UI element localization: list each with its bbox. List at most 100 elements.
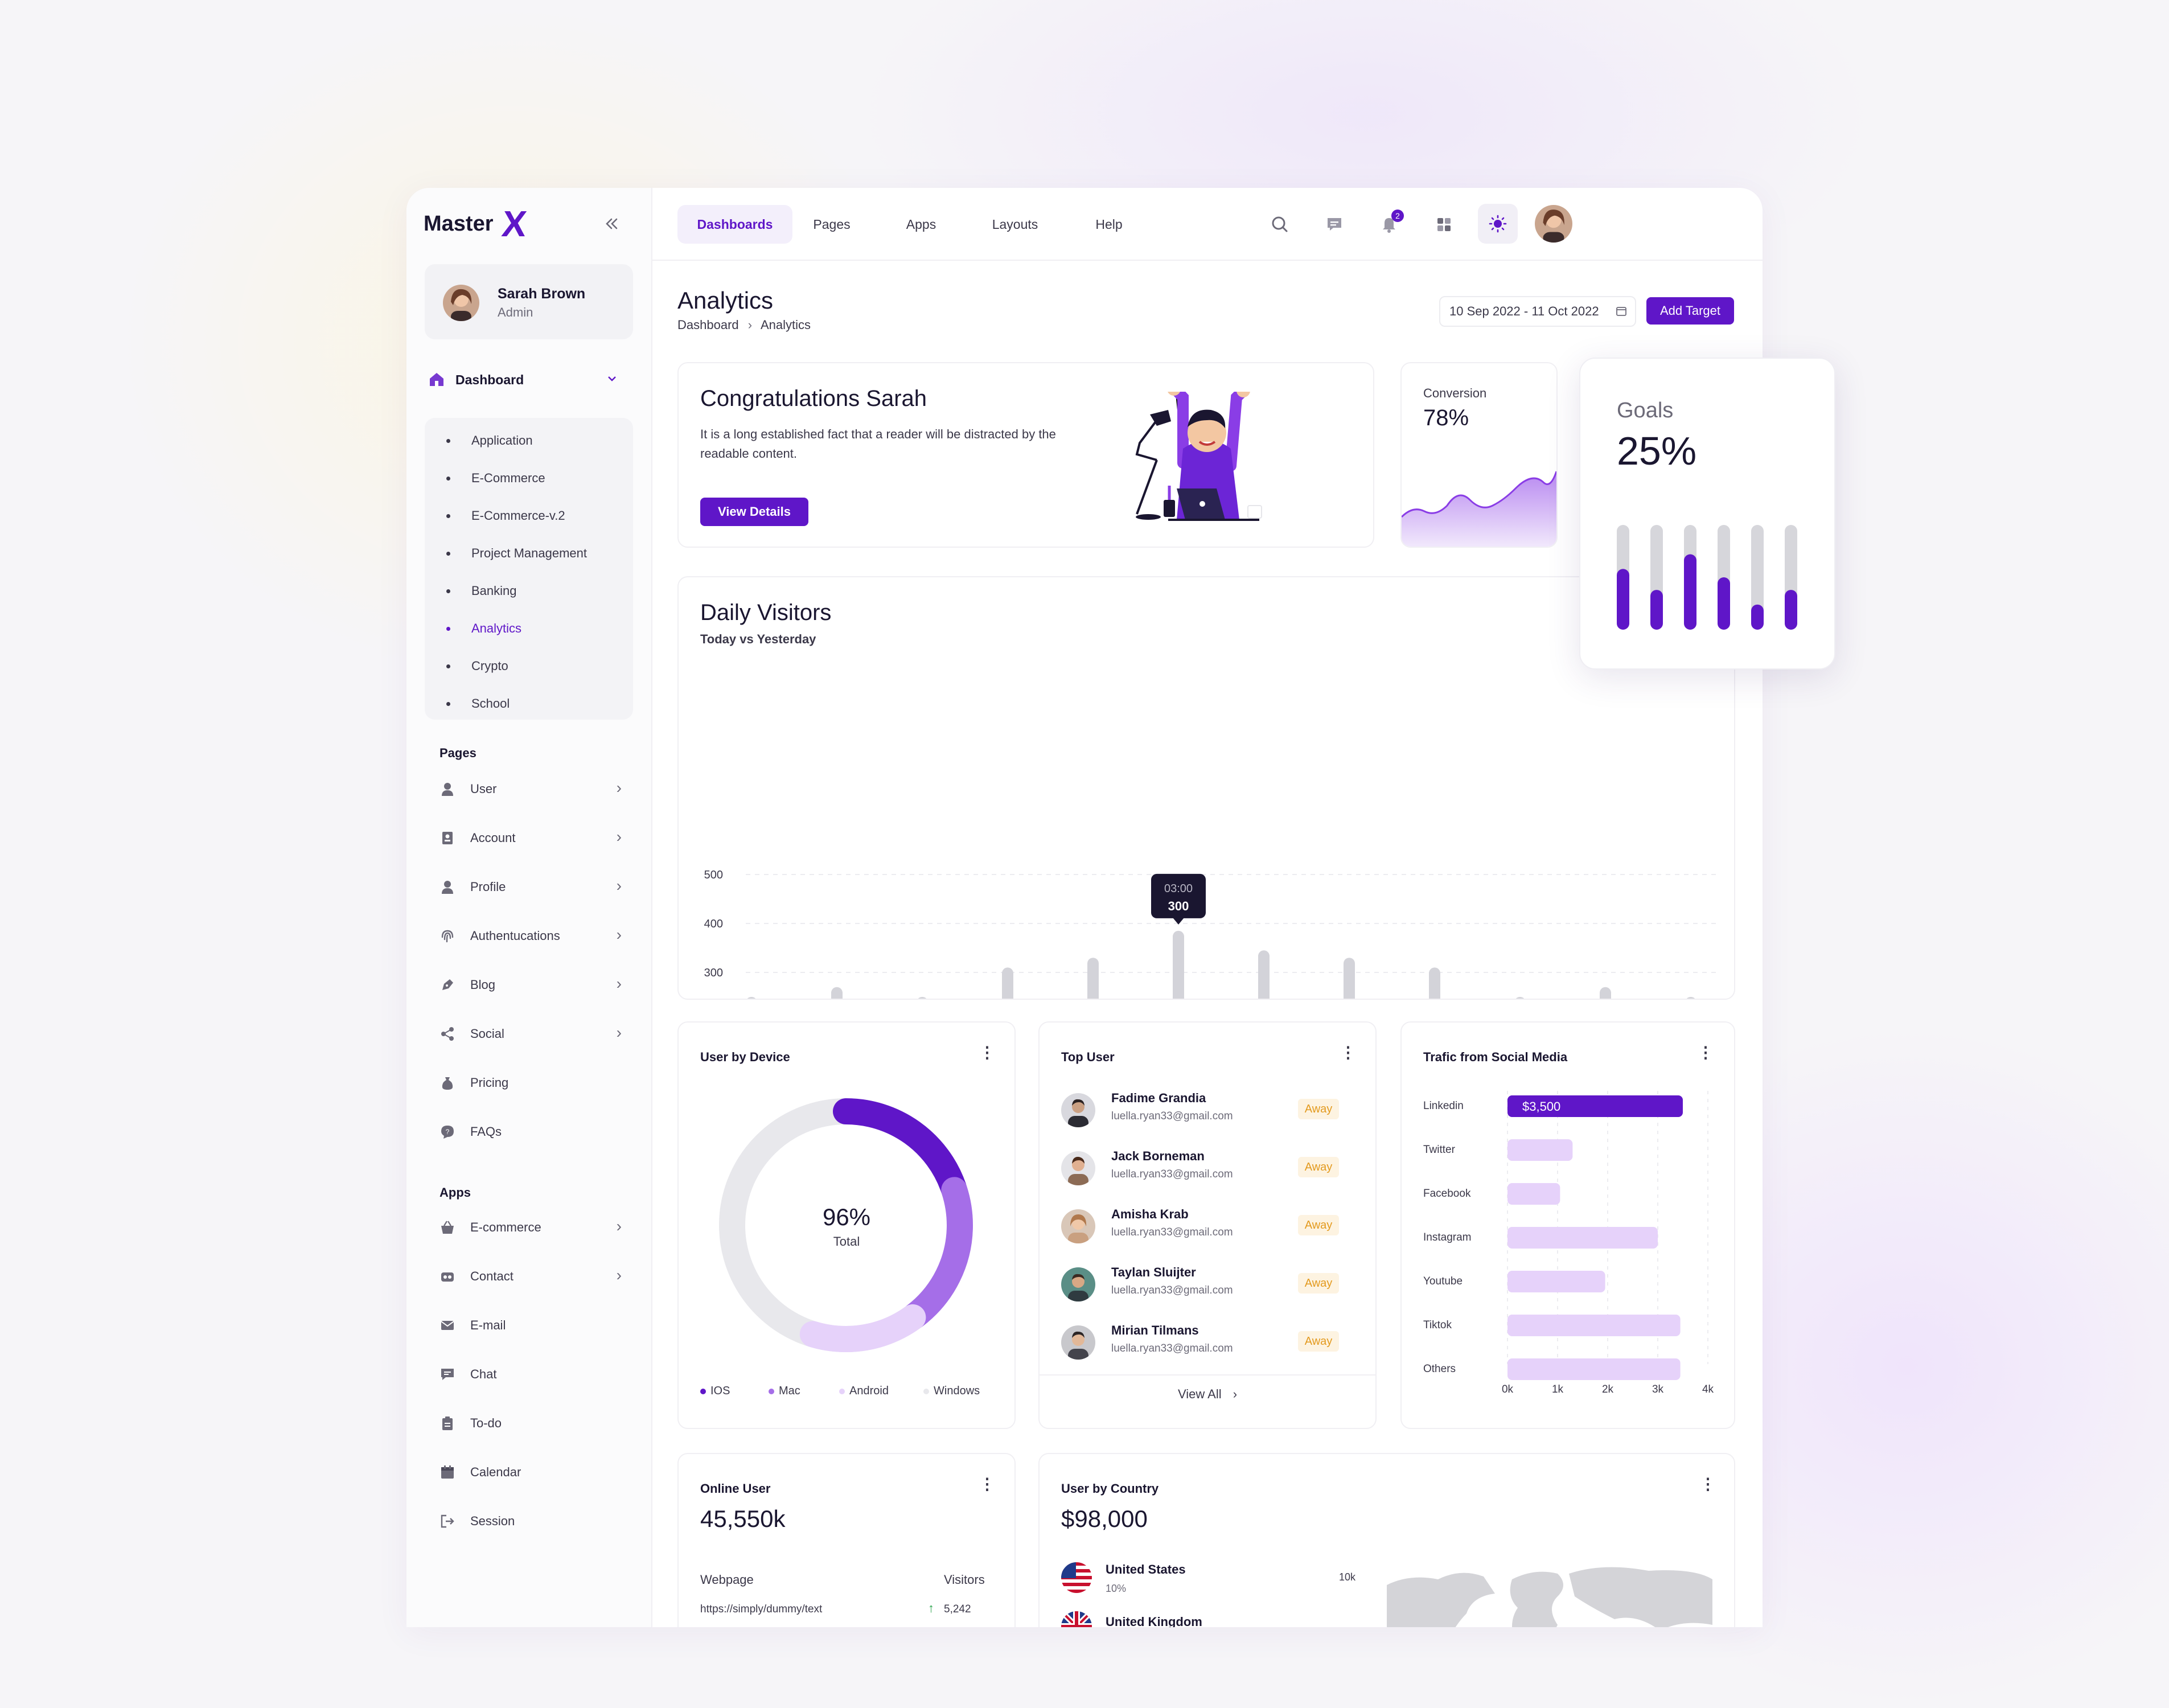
donut-segment-android[interactable] [719,1098,973,1352]
sidebar-item-pricing[interactable]: Pricing [439,1068,633,1097]
sidebar-item-contact[interactable]: Contact › [439,1262,633,1290]
sidebar-item-blog[interactable]: Blog › [439,970,633,999]
contact-icon [441,1272,454,1282]
list-item[interactable]: Jack Borneman luella.ryan33@gmail.com Aw… [1040,1149,1375,1194]
conversion-sparkline [1402,471,1556,547]
card-title: Top User [1061,1050,1115,1064]
submenu-item-ecommerce[interactable]: E-Commerce [425,467,633,490]
tab-pages[interactable]: Pages [813,217,851,232]
bar-yesterday[interactable] [1258,950,1270,999]
goal-bar[interactable] [1650,590,1663,630]
avatar [1061,1151,1095,1185]
sidebar-item-email[interactable]: E-mail [439,1311,633,1339]
submenu-item-ecommerce-v2[interactable]: E-Commerce-v.2 [425,504,633,527]
bar-yesterday[interactable] [1429,967,1440,999]
sidebar-item-profile[interactable]: Profile › [439,872,633,901]
list-item[interactable]: Amisha Krab luella.ryan33@gmail.com Away [1040,1207,1375,1253]
list-item[interactable]: Mirian Tilmans luella.ryan33@gmail.com A… [1040,1323,1375,1369]
bar-yesterday[interactable] [831,987,843,999]
tab-dashboards[interactable]: Dashboards [677,205,792,244]
tab-apps[interactable]: Apps [906,217,936,232]
goal-bar[interactable] [1684,554,1696,630]
sidebar-item-faqs[interactable]: ? FAQs [439,1117,633,1145]
sidebar-item-label: Profile [470,880,506,894]
goal-bar[interactable] [1718,577,1730,630]
list-item[interactable]: Taylan Sluijter luella.ryan33@gmail.com … [1040,1265,1375,1311]
user-avatar[interactable] [1535,205,1572,243]
donut-segment-ios[interactable] [719,1098,973,1352]
donut-segment-mac[interactable] [719,1098,973,1352]
bar-yesterday[interactable] [1685,997,1696,999]
more-options-icon[interactable]: ⋮ [979,1475,995,1493]
add-target-button[interactable]: Add Target [1646,297,1734,325]
sidebar-item-label: Session [470,1514,515,1528]
goal-bar[interactable] [1751,604,1764,630]
bar-yesterday[interactable] [1514,997,1526,999]
bar-yesterday[interactable] [746,997,757,999]
bar-yesterday[interactable] [1173,930,1184,999]
bar-tiktok[interactable] [1507,1315,1681,1336]
bar-yesterday[interactable] [1002,967,1013,999]
more-options-icon[interactable]: ⋮ [979,1044,995,1061]
submenu-item-school[interactable]: School [425,692,633,715]
sidebar-item-social[interactable]: Social › [439,1019,633,1048]
status-badge: Away [1298,1215,1339,1235]
goal-bar[interactable] [1617,569,1629,630]
bar-yesterday[interactable] [1600,987,1611,999]
more-options-icon[interactable]: ⋮ [1700,1475,1716,1493]
bar-facebook[interactable] [1507,1183,1560,1205]
sidebar-item-user[interactable]: User › [439,774,633,803]
sidebar-item-authentications[interactable]: Authentucations › [439,921,633,950]
user-email: luella.ryan33@gmail.com [1111,1168,1233,1180]
sidebar-item-todo[interactable]: To-do [439,1409,633,1437]
sidebar-item-account[interactable]: Account › [439,823,633,852]
bar-twitter[interactable] [1507,1139,1573,1161]
tab-layouts[interactable]: Layouts [992,217,1038,232]
bar-instagram[interactable] [1507,1227,1658,1249]
webpage-link[interactable]: https://simply/dummy/text [700,1603,823,1615]
sidebar-item-ecommerce[interactable]: E-commerce › [439,1213,633,1241]
theme-toggle-button[interactable] [1478,204,1518,244]
submenu-item-crypto[interactable]: Crypto [425,655,633,678]
logo-text: Master [424,212,494,236]
search-button[interactable] [1263,207,1297,241]
bar-linkedin[interactable] [1507,1095,1683,1117]
notification-badge: 2 [1391,210,1404,222]
pages-heading: Pages [439,746,476,760]
logo[interactable]: Master X [424,203,528,244]
breadcrumb-link[interactable]: Dashboard [677,318,739,332]
bar-yesterday[interactable] [1087,958,1099,999]
sidebar-item-chat[interactable]: Chat [439,1360,633,1388]
collapse-sidebar-icon[interactable] [603,215,621,237]
notifications-button[interactable]: 2 [1372,207,1406,241]
more-options-icon[interactable]: ⋮ [1698,1044,1714,1061]
more-options-icon[interactable]: ⋮ [1340,1044,1356,1061]
legend-label: Android [849,1385,889,1397]
tab-help[interactable]: Help [1095,217,1123,232]
sidebar-item-session[interactable]: Session [439,1506,633,1535]
goal-bar[interactable] [1785,590,1797,630]
view-all-link[interactable]: View All › [1040,1387,1375,1402]
avatar [1061,1093,1095,1127]
submenu-item-application[interactable]: Application [425,429,633,452]
bar-others[interactable] [1507,1358,1681,1380]
view-details-button[interactable]: View Details [700,498,808,526]
sidebar-item-label: Blog [470,978,496,992]
user-role: Admin [498,305,533,319]
bar-yesterday[interactable] [917,997,928,999]
chart-title: Daily Visitors [700,600,832,625]
user-profile-card[interactable]: Sarah Brown Admin [425,264,633,339]
date-range-picker[interactable]: 10 Sep 2022 - 11 Oct 2022 [1439,296,1636,327]
bar-yesterday[interactable] [1344,958,1355,999]
submenu-item-banking[interactable]: Banking [425,580,633,602]
submenu-item-analytics[interactable]: Analytics [425,617,633,640]
bar-youtube[interactable] [1507,1271,1605,1292]
messages-button[interactable] [1317,207,1351,241]
user-email: luella.ryan33@gmail.com [1111,1284,1233,1296]
breadcrumb: Dashboard › Analytics [677,318,811,332]
sidebar-item-dashboard[interactable]: Dashboard [425,364,633,394]
apps-grid-button[interactable] [1427,207,1461,241]
list-item[interactable]: Fadime Grandia luella.ryan33@gmail.com A… [1040,1091,1375,1136]
submenu-item-project-management[interactable]: Project Management [425,542,633,565]
sidebar-item-calendar[interactable]: Calendar [439,1457,633,1486]
